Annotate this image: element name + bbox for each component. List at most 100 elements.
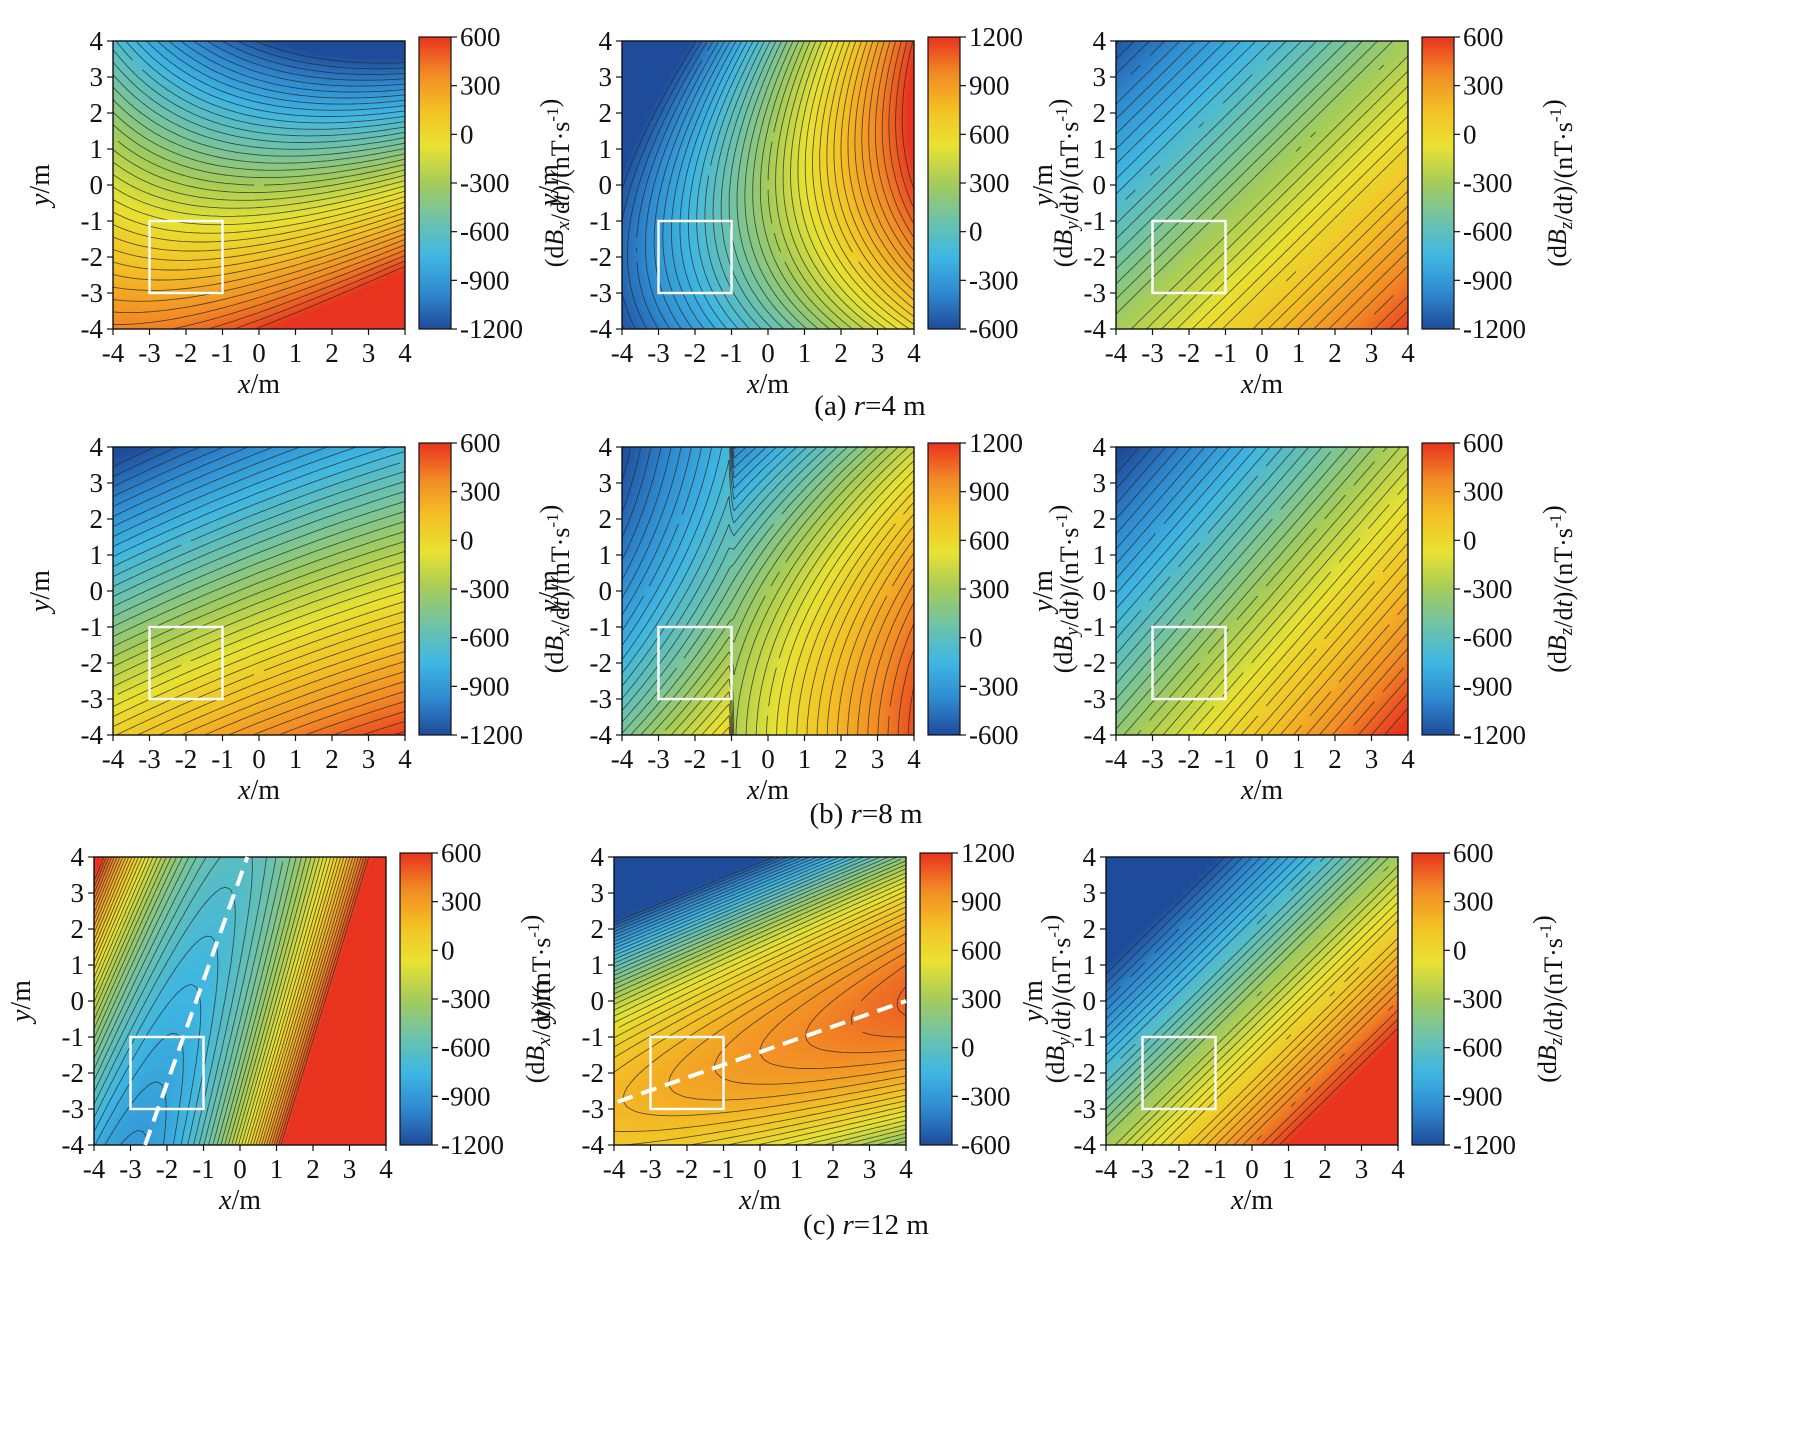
- y-axis-label: y/m: [25, 164, 56, 209]
- contour-lines: [112, 446, 406, 736]
- x-tick-label: -4: [1095, 1154, 1118, 1184]
- colorbar-tick-label: -600: [969, 314, 1019, 344]
- contour-lines: [112, 40, 406, 330]
- y-tick-label: 3: [591, 878, 605, 908]
- x-axis-label: x/m: [1230, 1185, 1273, 1216]
- x-tick-label: 1: [798, 744, 812, 774]
- colorbar-tick-label: -300: [969, 265, 1019, 295]
- y-tick-label: -4: [1074, 1130, 1097, 1160]
- y-tick-label: 3: [599, 468, 613, 498]
- heatmap-field: [622, 447, 914, 735]
- y-tick-label: 1: [599, 540, 613, 570]
- x-tick-label: -2: [684, 744, 707, 774]
- y-tick-label: 2: [1093, 98, 1107, 128]
- contour-lines: [1105, 856, 1399, 1146]
- contour-lines: [1115, 446, 1409, 736]
- colorbar: 1200 900 600 300 0 -300 -600 (dBy/dt)/(nT·s-1): [919, 838, 1076, 1160]
- y-tick-label: 2: [90, 98, 104, 128]
- colorbar: 600 300 0 -300 -600 -900 -1200 (dBz/dt)/(nT·s-1…: [1411, 838, 1568, 1160]
- colorbar-label: (dBx/dt)/(nT·s-1): [516, 915, 556, 1084]
- colorbar-tick-label: -600: [441, 1033, 491, 1063]
- receiver-box: [1151, 219, 1227, 295]
- extremum-dashed-line: [143, 856, 250, 1146]
- y-tick-label: -4: [62, 1130, 85, 1160]
- x-tick-label: 2: [325, 338, 339, 368]
- y-axis-label: y/m: [1028, 164, 1059, 209]
- x-tick-label: -1: [211, 338, 234, 368]
- x-tick-label: 1: [798, 338, 812, 368]
- x-tick-label: -3: [119, 1154, 142, 1184]
- y-tick-label: 2: [90, 504, 104, 534]
- x-tick-label: -4: [102, 744, 125, 774]
- colorbar-tick-label: 600: [441, 838, 482, 868]
- x-tick-label: -2: [676, 1154, 699, 1184]
- x-tick-label: 3: [863, 1154, 877, 1184]
- contour-lines: [613, 856, 907, 1146]
- x-tick-label: -1: [192, 1154, 215, 1184]
- x-tick-label: 0: [252, 744, 266, 774]
- y-axis-label: y/m: [1028, 570, 1059, 615]
- x-tick-label: 2: [834, 744, 848, 774]
- x-tick-label: -4: [1105, 744, 1128, 774]
- x-tick-label: 0: [753, 1154, 767, 1184]
- y-axis-label: y/m: [1018, 980, 1049, 1025]
- x-tick-label: -2: [156, 1154, 179, 1184]
- y-tick-label: -4: [590, 314, 613, 344]
- y-axis-label: y/m: [526, 980, 557, 1025]
- receiver-box: [148, 219, 224, 295]
- colorbar-tick-label: 600: [1453, 838, 1494, 868]
- colorbar-gradient: [1421, 36, 1455, 330]
- x-tick-label: -1: [211, 744, 234, 774]
- x-tick-label: 2: [1328, 744, 1342, 774]
- x-tick-label: 1: [1282, 1154, 1296, 1184]
- colorbar-tick-label: -300: [460, 168, 510, 198]
- x-tick-label: 2: [306, 1154, 320, 1184]
- colorbar-label: (dBy/dt)/(nT·s-1): [1036, 915, 1076, 1084]
- x-tick-label: -3: [647, 338, 670, 368]
- colorbar-tick-label: -300: [1463, 574, 1513, 604]
- x-axis-label: x/m: [746, 775, 789, 806]
- y-tick-label: -2: [1074, 1058, 1097, 1088]
- y-tick-label: 0: [591, 986, 605, 1016]
- colorbar-tick-label: 300: [969, 574, 1010, 604]
- x-tick-label: -1: [1204, 1154, 1227, 1184]
- y-tick-label: -2: [1084, 242, 1107, 272]
- y-tick-label: -1: [62, 1022, 85, 1052]
- y-tick-label: 0: [599, 170, 613, 200]
- y-tick-label: -2: [582, 1058, 605, 1088]
- colorbar-tick-label: -900: [441, 1081, 491, 1111]
- y-tick-label: -2: [1084, 648, 1107, 678]
- x-tick-label: -1: [712, 1154, 735, 1184]
- x-tick-label: 3: [871, 744, 885, 774]
- heatmap-field: [1106, 857, 1398, 1145]
- colorbar-tick-label: 600: [1463, 428, 1504, 458]
- y-tick-label: 2: [599, 98, 613, 128]
- colorbar-tick-label: 1200: [969, 428, 1023, 458]
- y-tick-label: 4: [90, 432, 104, 462]
- colorbar-gradient: [927, 442, 961, 736]
- x-tick-label: 3: [362, 338, 376, 368]
- x-tick-label: 4: [1401, 338, 1415, 368]
- y-tick-label: -3: [1074, 1094, 1097, 1124]
- y-tick-label: -3: [81, 278, 104, 308]
- x-tick-label: -2: [1178, 744, 1201, 774]
- contour-lines: [621, 40, 915, 330]
- colorbar-tick-label: 0: [460, 119, 474, 149]
- x-tick-label: -4: [102, 338, 125, 368]
- heatmap-field: [1116, 447, 1408, 735]
- x-tick-label: 4: [899, 1154, 913, 1184]
- y-tick-label: -1: [582, 1022, 605, 1052]
- colorbar-tick-label: -1200: [460, 314, 523, 344]
- colorbar-tick-label: 900: [969, 477, 1010, 507]
- y-tick-label: 4: [599, 26, 613, 56]
- colorbar-tick-label: 1200: [969, 22, 1023, 52]
- y-tick-label: -1: [1074, 1022, 1097, 1052]
- y-tick-label: -3: [590, 278, 613, 308]
- colorbar-tick-label: 1200: [961, 838, 1015, 868]
- x-tick-label: -3: [1141, 338, 1164, 368]
- colorbar-tick-label: 300: [969, 168, 1010, 198]
- y-tick-label: 1: [591, 950, 605, 980]
- y-tick-label: 3: [599, 62, 613, 92]
- y-tick-label: 4: [599, 432, 613, 462]
- colorbar-tick-label: -600: [961, 1130, 1011, 1160]
